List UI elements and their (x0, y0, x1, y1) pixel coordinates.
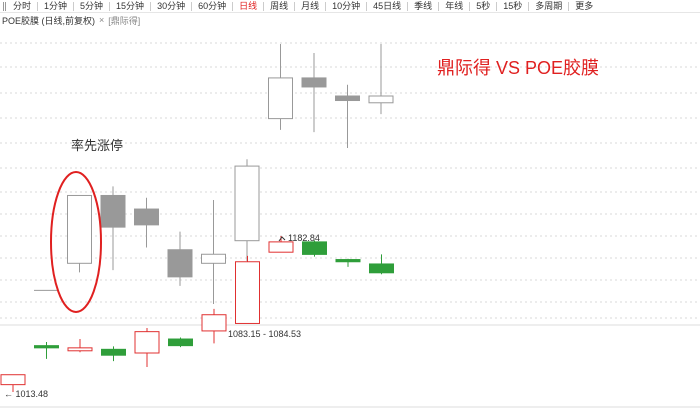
toolbar-separator (37, 1, 39, 11)
chart-title: 鼎际得 VS POE胶膜 (437, 58, 599, 78)
index-candle-body (34, 345, 59, 349)
overlay-candle-body (368, 95, 394, 104)
index-candle-body (268, 241, 294, 253)
tab-period-14[interactable]: 15秒 (503, 1, 523, 11)
tab-period-7[interactable]: 周线 (270, 1, 289, 11)
toolbar-separator (263, 1, 265, 11)
index-candle-body (201, 314, 227, 332)
tab-period-4[interactable]: 30分钟 (157, 1, 186, 11)
index-candle-body (134, 331, 160, 354)
tab-period-0[interactable]: 分时 (13, 1, 32, 11)
toolbar-separator (109, 1, 111, 11)
toolbar-separator (469, 1, 471, 11)
toolbar-separator (407, 1, 409, 11)
overlay-candle-body (301, 77, 327, 88)
candlestick-chart[interactable]: ← 1013.48 1083.15 - 1084.53 1182.84 鼎际得 VS … (0, 26, 700, 412)
range-price-label: 1083.15 - 1084.53 (228, 329, 301, 339)
toolbar-separator (528, 1, 530, 11)
tab-period-8[interactable]: 月线 (301, 1, 320, 11)
highlight-circle (50, 171, 102, 313)
index-candle-body (67, 347, 93, 352)
overlay-candle-body (67, 194, 92, 264)
overlay-stock-label: [鼎际得] (108, 15, 141, 26)
overlay-candle-body (167, 249, 193, 278)
tab-period-10[interactable]: 45日线 (373, 1, 402, 11)
toolbar-separator (366, 1, 368, 11)
tab-period-2[interactable]: 5分钟 (80, 1, 104, 11)
indicator-subbar: POE胶膜 (日线,前复权) × [鼎际得] (0, 14, 140, 26)
period-toolbar: 分时 1分钟 5分钟 15分钟 30分钟 60分钟 日线 周线 月线 10分钟 45日线 季线 年线 5秒… (0, 0, 700, 13)
high-marker-icon (278, 236, 286, 242)
index-candle-body (168, 338, 193, 347)
close-icon[interactable]: × (99, 15, 105, 25)
index-candle-body (335, 259, 361, 263)
index-name-label: POE胶膜 (日线,前复权) (2, 15, 96, 26)
index-candle-body (302, 241, 327, 255)
overlay-candle-body (201, 253, 226, 264)
tab-period-13[interactable]: 5秒 (476, 1, 491, 11)
period-tabs: 分时 1分钟 5分钟 15分钟 30分钟 60分钟 日线 周线 月线 10分钟 45日线 季线 年线 5秒… (10, 0, 596, 12)
toolbar-separator (438, 1, 440, 11)
index-candle-body (101, 348, 126, 356)
index-candle-body (369, 263, 394, 274)
tab-period-12[interactable]: 年线 (445, 1, 464, 11)
tab-period-6[interactable]: 日线 (239, 1, 258, 11)
tab-period-15[interactable]: 多周期 (535, 1, 563, 11)
toolbar-separator (73, 1, 75, 11)
toolbar-separator (150, 1, 152, 11)
index-candle-body (235, 261, 260, 324)
toolbar-grip-icon[interactable] (3, 1, 6, 11)
toolbar-separator (496, 1, 498, 11)
overlay-candle-body (268, 77, 293, 120)
overlay-candle-body (134, 208, 159, 226)
overlay-candle-body (100, 194, 126, 228)
high-price-label: 1182.84 (288, 233, 320, 243)
toolbar-separator (294, 1, 296, 11)
toolbar-separator (325, 1, 327, 11)
toolbar-separator (191, 1, 193, 11)
toolbar-separator (568, 1, 570, 11)
toolbar-separator (232, 1, 234, 11)
tab-period-1[interactable]: 1分钟 (44, 1, 68, 11)
callout-label: 率先涨停 (71, 138, 123, 153)
overlay-candle-body (234, 165, 260, 242)
low-price-label: ← 1013.48 (4, 389, 48, 399)
tab-period-11[interactable]: 季线 (414, 1, 433, 11)
index-candle-body (0, 374, 26, 386)
tab-period-16[interactable]: 更多 (575, 1, 594, 11)
tab-period-3[interactable]: 15分钟 (116, 1, 145, 11)
tab-period-5[interactable]: 60分钟 (198, 1, 227, 11)
tab-period-9[interactable]: 10分钟 (332, 1, 361, 11)
overlay-candle-body (335, 95, 360, 102)
